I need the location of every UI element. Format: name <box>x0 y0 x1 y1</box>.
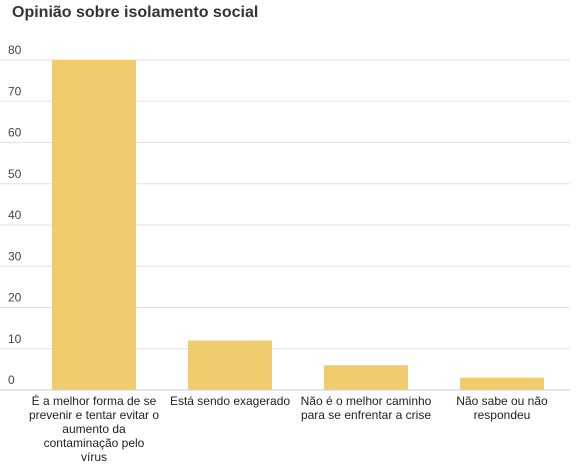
y-tick-label: 40 <box>8 208 22 222</box>
bar <box>460 377 544 390</box>
y-tick-label: 0 <box>8 373 15 387</box>
y-tick-label: 20 <box>8 291 22 305</box>
y-tick-label: 60 <box>8 126 22 140</box>
bar-chart: 0 10 20 30 40 50 60 70 80 <box>0 43 570 391</box>
y-tick-label: 10 <box>8 332 22 346</box>
x-category-label: Está sendo exagerado <box>169 394 291 408</box>
y-tick-label: 70 <box>8 84 22 98</box>
y-tick-label: 80 <box>8 43 22 57</box>
chart-title: Opinião sobre isolamento social <box>12 4 259 21</box>
y-tick-label: 50 <box>8 167 22 181</box>
bar <box>52 60 136 390</box>
bar <box>188 340 272 390</box>
x-category-label: Não é o melhor caminho para se enfrentar… <box>300 394 432 422</box>
y-tick-label: 30 <box>8 249 22 263</box>
bar <box>324 365 408 390</box>
x-category-label: Não sabe ou não respondeu <box>456 394 548 422</box>
